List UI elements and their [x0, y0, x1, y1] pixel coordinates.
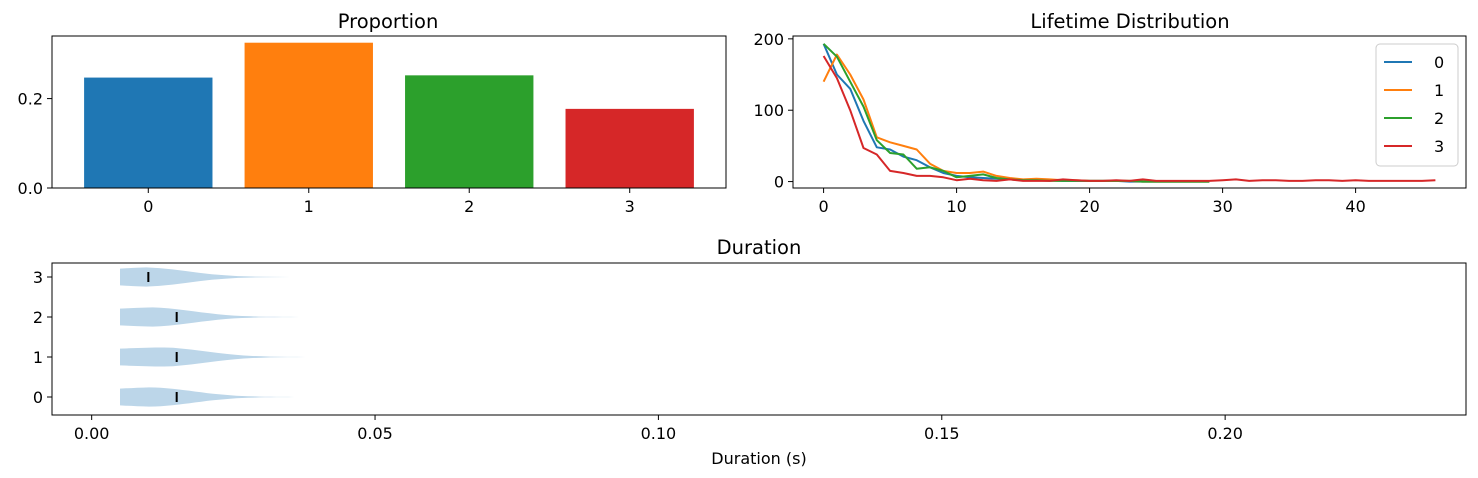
bar-3	[565, 108, 694, 188]
duration-chart: Duration 0.00 0.05 0.10 0.15 0.20 0 1 2 3 Durati…	[33, 236, 1467, 468]
proportion-xtick-label: 3	[625, 197, 635, 216]
duration-ytick-label: 3	[33, 268, 43, 287]
duration-plot-frame	[51, 262, 1467, 416]
duration-xtick-label: 0.15	[924, 424, 960, 443]
duration-ytick-label: 1	[33, 348, 43, 367]
violin-0	[120, 387, 585, 407]
legend-label-3: 3	[1434, 137, 1444, 156]
duration-xtick-label: 0.05	[357, 424, 393, 443]
lifetime-xtick-label: 10	[946, 197, 966, 216]
proportion-ytick-label: 0.0	[18, 179, 43, 198]
lifetime-legend: 0 1 2 3	[1375, 43, 1459, 167]
lifetime-xtick-label: 20	[1079, 197, 1099, 216]
duration-title: Duration	[717, 236, 802, 259]
proportion-plot-frame	[51, 35, 727, 189]
series-line-1	[822, 53, 1210, 183]
duration-xlabel: Duration (s)	[711, 449, 806, 468]
duration-xtick-label: 0.10	[641, 424, 677, 443]
proportion-xtick-label: 1	[304, 197, 314, 216]
bar-2	[405, 75, 534, 188]
proportion-ytick-label: 0.2	[18, 90, 43, 109]
series-line-3	[822, 55, 1436, 182]
proportion-xtick-label: 0	[143, 197, 153, 216]
duration-xtick-label: 0.20	[1207, 424, 1243, 443]
lifetime-xtick-label: 30	[1212, 197, 1232, 216]
proportion-xtick-label: 2	[464, 197, 474, 216]
bar-1	[244, 42, 373, 188]
lifetime-ytick-label: 100	[753, 101, 784, 120]
proportion-chart: Proportion 0 1 2 3 0.0 0.2	[18, 10, 727, 216]
lifetime-plot-frame	[792, 35, 1467, 189]
lifetime-ytick-label: 200	[753, 30, 784, 49]
proportion-title: Proportion	[338, 10, 439, 33]
lifetime-title: Lifetime Distribution	[1030, 10, 1229, 33]
violin-3	[120, 267, 1169, 287]
bar-0	[84, 77, 213, 188]
violin-1	[120, 347, 829, 367]
lifetime-xtick-label: 0	[818, 197, 828, 216]
lifetime-xtick-label: 40	[1345, 197, 1365, 216]
legend-label-2: 2	[1434, 109, 1444, 128]
duration-ytick-label: 0	[33, 388, 43, 407]
violin-2	[120, 307, 772, 327]
legend-label-1: 1	[1434, 81, 1444, 100]
legend-box	[1375, 43, 1459, 167]
lifetime-ytick-label: 0	[774, 173, 784, 192]
legend-label-0: 0	[1434, 53, 1444, 72]
duration-ytick-label: 2	[33, 308, 43, 327]
duration-xtick-label: 0.00	[74, 424, 110, 443]
